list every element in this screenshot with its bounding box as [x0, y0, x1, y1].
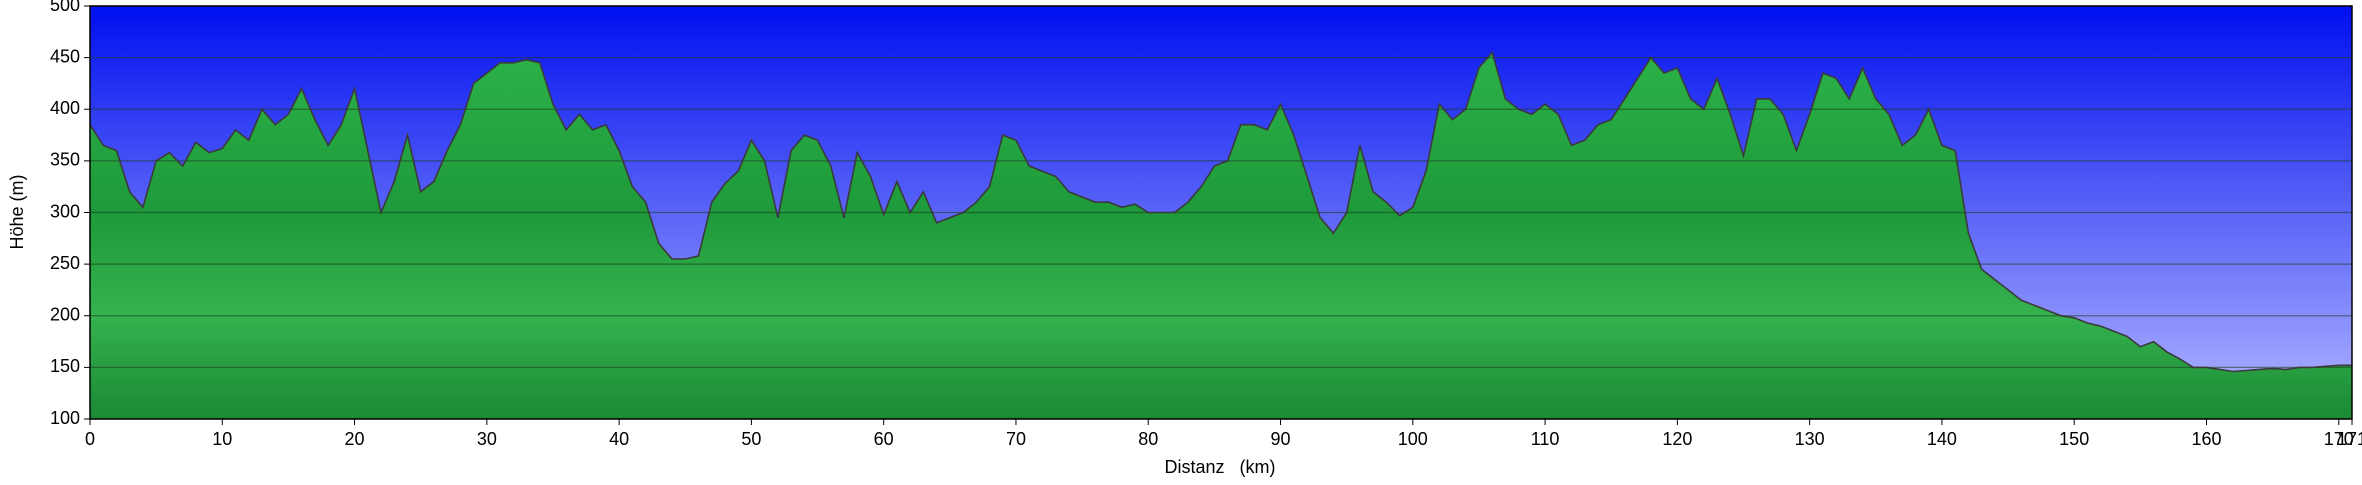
y-tick-label: 100	[50, 408, 80, 428]
x-tick-label: 0	[85, 429, 95, 449]
x-tick-label: 150	[2059, 429, 2089, 449]
x-tick-label: 120	[1662, 429, 1692, 449]
x-tick-label: 20	[345, 429, 365, 449]
x-tick-label: 130	[1795, 429, 1825, 449]
x-tick-label: 171	[2337, 429, 2362, 449]
y-tick-label: 300	[50, 201, 80, 221]
x-tick-label: 100	[1398, 429, 1428, 449]
y-tick-label: 500	[50, 0, 80, 15]
y-tick-label: 450	[50, 46, 80, 66]
x-tick-label: 110	[1531, 429, 1560, 449]
x-tick-label: 140	[1927, 429, 1957, 449]
profile-line	[89, 50, 2352, 373]
y-tick-label: 400	[50, 98, 80, 118]
x-tick-label: 80	[1138, 429, 1158, 449]
plot-frame	[89, 5, 2353, 420]
x-tick-label: 50	[741, 429, 761, 449]
x-tick-label: 10	[212, 429, 232, 449]
y-tick-label: 250	[50, 253, 80, 273]
x-tick-label: 90	[1271, 429, 1291, 449]
x-axis-label: Distanz (km)	[1164, 457, 1275, 477]
y-tick-label: 350	[50, 150, 80, 170]
x-tick-label: 60	[874, 429, 894, 449]
y-axis-label: Höhe (m)	[7, 174, 27, 249]
x-tick-label: 70	[1006, 429, 1026, 449]
y-tick-label: 200	[50, 305, 80, 325]
x-tick-label: 40	[609, 429, 629, 449]
x-tick-label: 30	[477, 429, 497, 449]
y-tick-label: 150	[50, 356, 80, 376]
x-tick-label: 160	[2191, 429, 2221, 449]
area	[90, 52, 2352, 419]
x-tick-label: 170	[2324, 429, 2354, 449]
